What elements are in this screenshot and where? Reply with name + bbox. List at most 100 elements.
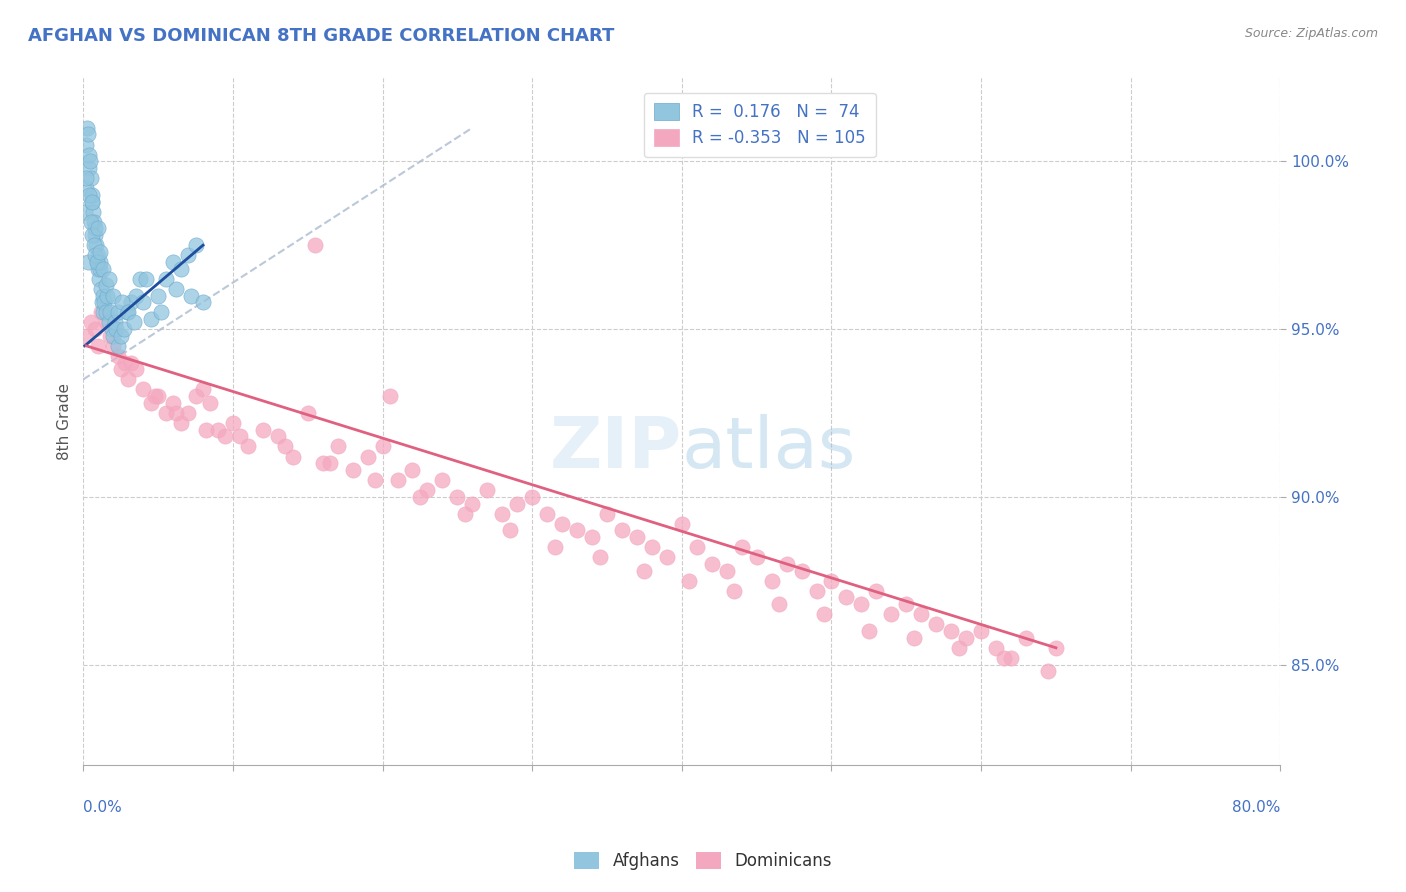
Point: [132, 383, 155, 397]
Point: [214, 429, 236, 443]
Point: [86, 255, 108, 269]
Point: [565, 524, 588, 538]
Point: [76, 255, 98, 269]
Point: [387, 473, 409, 487]
Point: [77, 187, 100, 202]
Point: [274, 440, 297, 454]
Point: [94, 305, 117, 319]
Point: [432, 473, 454, 487]
Point: [94, 315, 117, 329]
Point: [1015, 631, 1038, 645]
Point: [195, 423, 218, 437]
Point: [180, 288, 202, 302]
Point: [993, 651, 1015, 665]
Point: [82, 187, 104, 202]
Point: [641, 540, 664, 554]
Point: [132, 295, 155, 310]
Point: [820, 574, 842, 588]
Point: [626, 530, 648, 544]
Point: [103, 328, 125, 343]
Point: [610, 524, 633, 538]
Point: [169, 416, 191, 430]
Point: [75, 328, 97, 343]
Point: [97, 315, 120, 329]
Point: [409, 490, 432, 504]
Point: [716, 564, 738, 578]
Point: [378, 389, 401, 403]
Point: [477, 483, 499, 497]
Point: [671, 516, 693, 531]
Point: [581, 530, 603, 544]
Point: [162, 255, 184, 269]
Point: [87, 248, 110, 262]
Point: [107, 349, 129, 363]
Point: [86, 255, 108, 269]
Point: [700, 557, 723, 571]
Point: [191, 295, 214, 310]
Point: [955, 631, 977, 645]
Point: [115, 305, 138, 319]
Point: [91, 295, 114, 310]
Point: [93, 305, 115, 319]
Point: [84, 322, 107, 336]
Point: [633, 564, 655, 578]
Point: [356, 450, 378, 464]
Point: [1000, 651, 1022, 665]
Point: [80, 315, 103, 329]
Point: [82, 228, 104, 243]
Point: [105, 322, 128, 336]
Point: [143, 389, 166, 403]
Point: [112, 322, 135, 336]
Point: [319, 456, 342, 470]
Point: [723, 583, 745, 598]
Point: [87, 271, 110, 285]
Point: [281, 450, 304, 464]
Point: [162, 396, 184, 410]
Point: [87, 339, 110, 353]
Point: [135, 271, 157, 285]
Point: [858, 624, 880, 638]
Point: [342, 463, 364, 477]
Point: [89, 261, 111, 276]
Point: [93, 295, 115, 310]
Point: [229, 429, 252, 443]
Point: [364, 473, 387, 487]
Point: [184, 389, 207, 403]
Point: [124, 288, 146, 302]
Point: [83, 238, 105, 252]
Point: [790, 564, 813, 578]
Point: [114, 356, 136, 370]
Point: [77, 161, 100, 175]
Point: [948, 640, 970, 655]
Point: [76, 120, 98, 135]
Point: [77, 147, 100, 161]
Point: [80, 194, 103, 209]
Point: [910, 607, 932, 622]
Point: [103, 288, 125, 302]
Point: [98, 328, 121, 343]
Point: [84, 221, 107, 235]
Legend: Afghans, Dominicans: Afghans, Dominicans: [568, 845, 838, 877]
Point: [1038, 665, 1060, 679]
Point: [75, 171, 97, 186]
Point: [111, 295, 134, 310]
Point: [222, 416, 245, 430]
Point: [122, 315, 145, 329]
Point: [155, 271, 177, 285]
Point: [98, 305, 121, 319]
Point: [522, 490, 544, 504]
Point: [91, 288, 114, 302]
Point: [461, 496, 484, 510]
Legend: R =  0.176   N =  74, R = -0.353   N = 105: R = 0.176 N = 74, R = -0.353 N = 105: [644, 93, 876, 157]
Point: [880, 607, 903, 622]
Point: [499, 524, 522, 538]
Point: [655, 550, 678, 565]
Point: [79, 154, 101, 169]
Point: [155, 406, 177, 420]
Point: [865, 583, 887, 598]
Point: [104, 315, 127, 329]
Point: [903, 631, 925, 645]
Point: [551, 516, 574, 531]
Point: [165, 282, 187, 296]
Point: [89, 255, 111, 269]
